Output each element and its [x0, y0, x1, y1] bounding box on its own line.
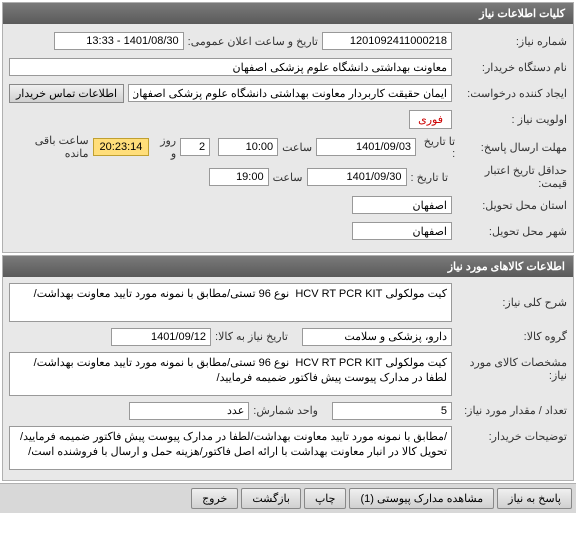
- need-info-body: شماره نیاز: تاریخ و ساعت اعلان عمومی: نا…: [3, 24, 573, 252]
- qty-field: [332, 402, 452, 420]
- need-to-date-label: تاریخ نیاز به کالا:: [211, 330, 292, 343]
- need-number-label: شماره نیاز:: [452, 35, 567, 48]
- announce-field: [54, 32, 184, 50]
- priority-value: فوری: [409, 110, 452, 129]
- row-specs: مشخصات کالای مورد نیاز:: [9, 352, 567, 396]
- row-buyer-desc: توضیحات خریدار:: [9, 426, 567, 470]
- need-info-panel: کلیات اطلاعات نیاز شماره نیاز: تاریخ و س…: [2, 2, 574, 253]
- price-validity-time-field: [209, 168, 269, 186]
- row-qty: تعداد / مقدار مورد نیاز: واحد شمارش:: [9, 400, 567, 422]
- remain-days-field: [180, 138, 210, 156]
- need-info-header: کلیات اطلاعات نیاز: [3, 3, 573, 24]
- remain-days-label: روز و: [149, 134, 180, 160]
- deadline-reply-label: مهلت ارسال پاسخ:: [459, 141, 567, 154]
- time-label-2: ساعت: [269, 171, 307, 184]
- contact-buyer-button[interactable]: اطلاعات تماس خریدار: [9, 84, 124, 103]
- print-button[interactable]: چاپ: [304, 488, 347, 509]
- price-validity-label: حداقل تاریخ اعتبار قیمت:: [452, 164, 567, 190]
- row-delivery-city: شهر محل تحویل:: [9, 220, 567, 242]
- buyer-field: [9, 58, 452, 76]
- need-number-field: [322, 32, 452, 50]
- reply-button[interactable]: پاسخ به نیاز: [497, 488, 572, 509]
- creator-field: [128, 84, 452, 102]
- unit-label: واحد شمارش:: [249, 404, 322, 417]
- specs-label: مشخصات کالای مورد نیاز:: [452, 352, 567, 382]
- summary-label: شرح کلی نیاز:: [452, 296, 567, 309]
- goods-info-panel: اطلاعات کالاهای مورد نیاز شرح کلی نیاز: …: [2, 255, 574, 481]
- buyer-desc-field: [9, 426, 452, 470]
- qty-label: تعداد / مقدار مورد نیاز:: [452, 404, 567, 417]
- time-label-1: ساعت: [278, 141, 316, 154]
- row-delivery-province: استان محل تحویل:: [9, 194, 567, 216]
- delivery-province-field: [352, 196, 452, 214]
- row-buyer: نام دستگاه خریدار:: [9, 56, 567, 78]
- priority-label: اولویت نیاز :: [452, 113, 567, 126]
- deadline-reply-date-field: [316, 138, 416, 156]
- countdown-timer: 20:23:14: [93, 138, 150, 156]
- row-summary: شرح کلی نیاز:: [9, 283, 567, 322]
- row-deadline-reply: مهلت ارسال پاسخ: تا تاریخ : ساعت روز و 2…: [9, 134, 567, 160]
- delivery-province-label: استان محل تحویل:: [452, 199, 567, 212]
- row-group: گروه کالا: تاریخ نیاز به کالا:: [9, 326, 567, 348]
- need-to-date-field: [111, 328, 211, 346]
- creator-label: ایجاد کننده درخواست:: [452, 87, 567, 100]
- row-priority: اولویت نیاز : فوری: [9, 108, 567, 130]
- announce-label: تاریخ و ساعت اعلان عمومی:: [184, 35, 322, 48]
- deadline-reply-time-field: [218, 138, 278, 156]
- row-price-validity: حداقل تاریخ اعتبار قیمت: تا تاریخ : ساعت: [9, 164, 567, 190]
- remain-suffix: ساعت باقی مانده: [9, 134, 93, 160]
- buyer-label: نام دستگاه خریدار:: [452, 61, 567, 74]
- summary-field: [9, 283, 452, 322]
- to-date-label-1: تا تاریخ :: [416, 135, 459, 160]
- group-label: گروه کالا:: [452, 330, 567, 343]
- goods-info-header: اطلاعات کالاهای مورد نیاز: [3, 256, 573, 277]
- row-need-number: شماره نیاز: تاریخ و ساعت اعلان عمومی:: [9, 30, 567, 52]
- to-date-label-2: تا تاریخ :: [407, 171, 452, 184]
- button-bar: پاسخ به نیاز مشاهده مدارک پیوستی (1) چاپ…: [0, 483, 576, 513]
- delivery-city-label: شهر محل تحویل:: [452, 225, 567, 238]
- delivery-city-field: [352, 222, 452, 240]
- goods-info-body: شرح کلی نیاز: گروه کالا: تاریخ نیاز به ک…: [3, 277, 573, 480]
- group-field: [302, 328, 452, 346]
- back-button[interactable]: بازگشت: [241, 488, 301, 509]
- buyer-desc-label: توضیحات خریدار:: [452, 426, 567, 443]
- row-creator: ایجاد کننده درخواست: اطلاعات تماس خریدار: [9, 82, 567, 104]
- price-validity-date-field: [307, 168, 407, 186]
- unit-field: [129, 402, 249, 420]
- exit-button[interactable]: خروج: [191, 488, 238, 509]
- attachments-button[interactable]: مشاهده مدارک پیوستی (1): [349, 488, 494, 509]
- specs-field: [9, 352, 452, 396]
